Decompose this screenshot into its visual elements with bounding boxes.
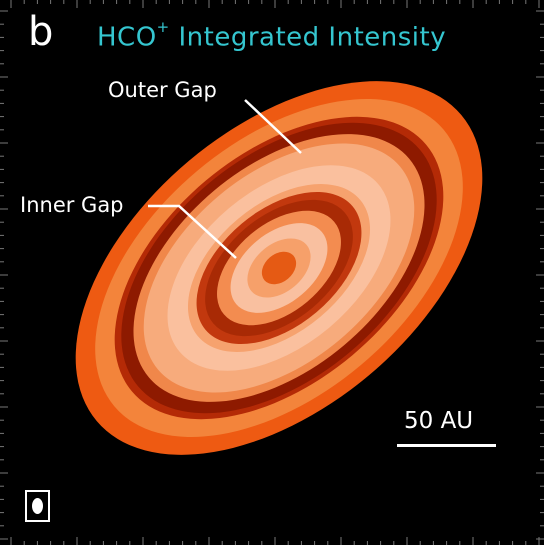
beam-ellipse (32, 498, 43, 514)
scale-bar-label: 50 AU (404, 408, 474, 434)
outer-gap-pointer (244, 99, 302, 154)
beam-box (25, 490, 50, 522)
disk-core (261, 251, 297, 285)
scale-bar (397, 444, 496, 447)
panel-title: HCO+ Integrated Intensity (97, 20, 447, 53)
panel-letter: b (28, 9, 54, 55)
inner-gap-label: Inner Gap (20, 193, 124, 217)
title-charge: + (156, 18, 170, 36)
title-molecule: HCO (97, 22, 157, 53)
inner-gap-pointer (148, 204, 237, 259)
protoplanetary-disk (75, 81, 483, 455)
title-rest: Integrated Intensity (169, 22, 447, 53)
outer-gap-label: Outer Gap (108, 78, 217, 102)
